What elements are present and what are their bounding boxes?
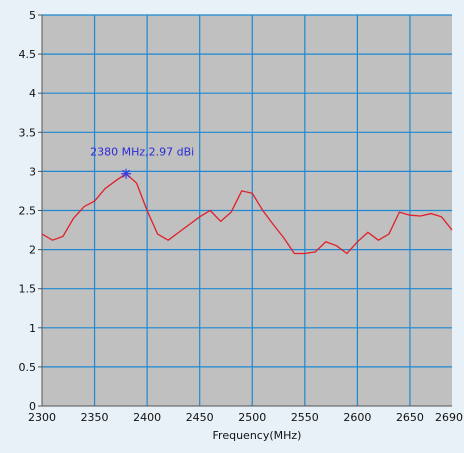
y-tick-label: 1 <box>29 322 36 335</box>
x-tick-label: 2550 <box>291 411 319 424</box>
grid-lines <box>42 14 452 406</box>
x-tick-label: 2450 <box>186 411 214 424</box>
x-tick-label: 2500 <box>238 411 266 424</box>
peak-annotation-label: 2380 MHz,2.97 dBi <box>90 146 194 159</box>
gain-series-line <box>41 172 453 255</box>
y-tick-label: 3 <box>29 165 36 178</box>
y-tick-label: 4.5 <box>19 48 37 61</box>
y-tick-label: 4 <box>29 87 36 100</box>
y-tick-label: 1.5 <box>19 283 37 296</box>
x-tick-label: 2690 <box>435 411 463 424</box>
y-tick-labels: 0 0.5 1 1.5 2 2.5 3 3.5 4 4.5 5 <box>19 9 37 413</box>
peak-marker-stroke <box>122 169 131 178</box>
x-axis-title: Frequency(MHz) <box>213 429 302 442</box>
y-tick-label: 0.5 <box>19 361 37 374</box>
y-tick-label: 2 <box>29 244 36 257</box>
x-tick-labels: 2300 2350 2400 2450 2500 2550 2600 2650 2690 <box>28 411 463 424</box>
y-tick-label: 5 <box>29 9 36 22</box>
x-tick-label: 2400 <box>133 411 161 424</box>
x-tick-label: 2350 <box>81 411 109 424</box>
y-tick-label: 2.5 <box>19 205 37 218</box>
x-tick-label: 2600 <box>343 411 371 424</box>
y-tick-label: 3.5 <box>19 126 37 139</box>
x-tick-label: 2300 <box>28 411 56 424</box>
x-tick-label: 2650 <box>396 411 424 424</box>
axes <box>38 14 452 407</box>
peak-marker <box>121 168 132 179</box>
y-tick-label: 0 <box>29 400 36 413</box>
